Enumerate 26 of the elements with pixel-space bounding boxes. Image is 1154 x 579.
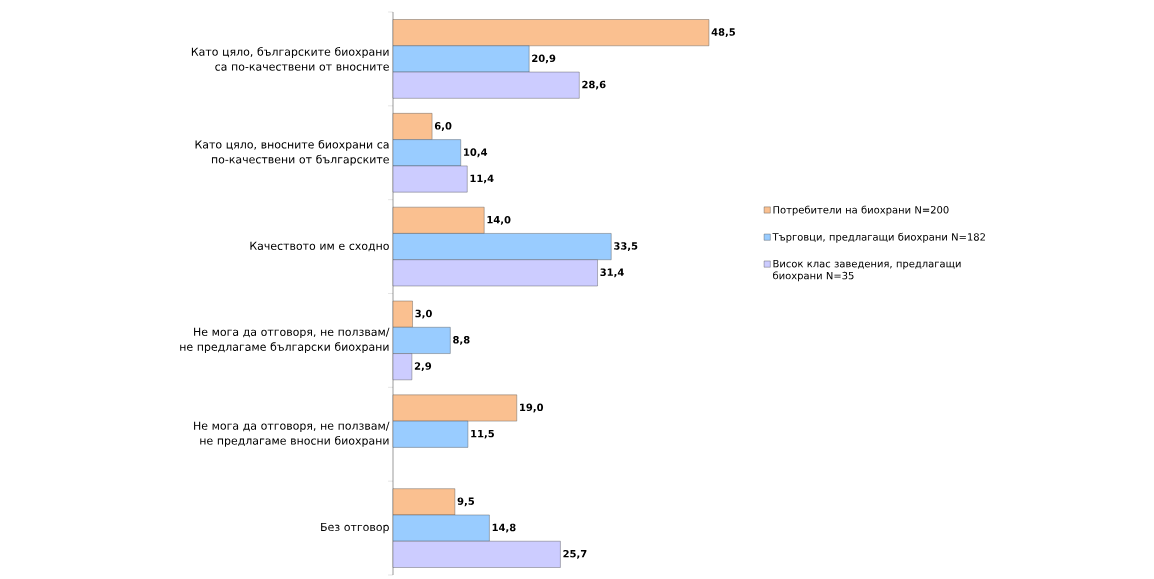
data-label: 11,5 xyxy=(471,429,494,439)
data-label: 9,5 xyxy=(457,497,475,507)
data-label: 28,6 xyxy=(582,80,606,90)
data-label: 20,9 xyxy=(532,54,556,64)
data-label: 14,0 xyxy=(487,215,511,225)
legend-label: Висок клас заведения, предлагащи биохрани N=35 xyxy=(773,259,961,282)
y-tick-label: Като цяло, българските биохрани са по-качествени от вносните xyxy=(191,47,389,71)
legend-label: Търговци, предлагащи биохрани N=182 xyxy=(772,232,985,243)
data-label: 33,5 xyxy=(614,242,638,251)
data-label: 11,4 xyxy=(470,174,494,184)
y-tick-label: Не мога да отговоря, не ползвам/ не предлагаме вносни биохрани xyxy=(194,421,390,447)
y-tick-label: Като цяло, вносните биохрани са по-качествени от българските xyxy=(195,139,389,166)
data-label: 8,8 xyxy=(453,336,470,345)
data-label: 6,0 xyxy=(434,122,452,131)
data-label: 25,7 xyxy=(563,549,587,559)
y-tick-label: Без отговор xyxy=(321,522,389,534)
y-tick-label: Качеството им е сходно xyxy=(250,241,389,252)
data-label: 14,8 xyxy=(492,523,516,533)
data-label: 19,0 xyxy=(520,403,544,413)
data-label: 3,0 xyxy=(415,309,432,319)
data-label: 10,4 xyxy=(464,148,488,158)
legend-label: Потребители на биохрани N=200 xyxy=(773,205,949,216)
data-label: 31,4 xyxy=(600,268,624,278)
data-label: 2,9 xyxy=(414,362,432,372)
data-label: 48,5 xyxy=(711,28,736,38)
y-tick-label: Не мога да отговоря, не ползвам/ не предлагаме български биохрани xyxy=(180,327,390,354)
